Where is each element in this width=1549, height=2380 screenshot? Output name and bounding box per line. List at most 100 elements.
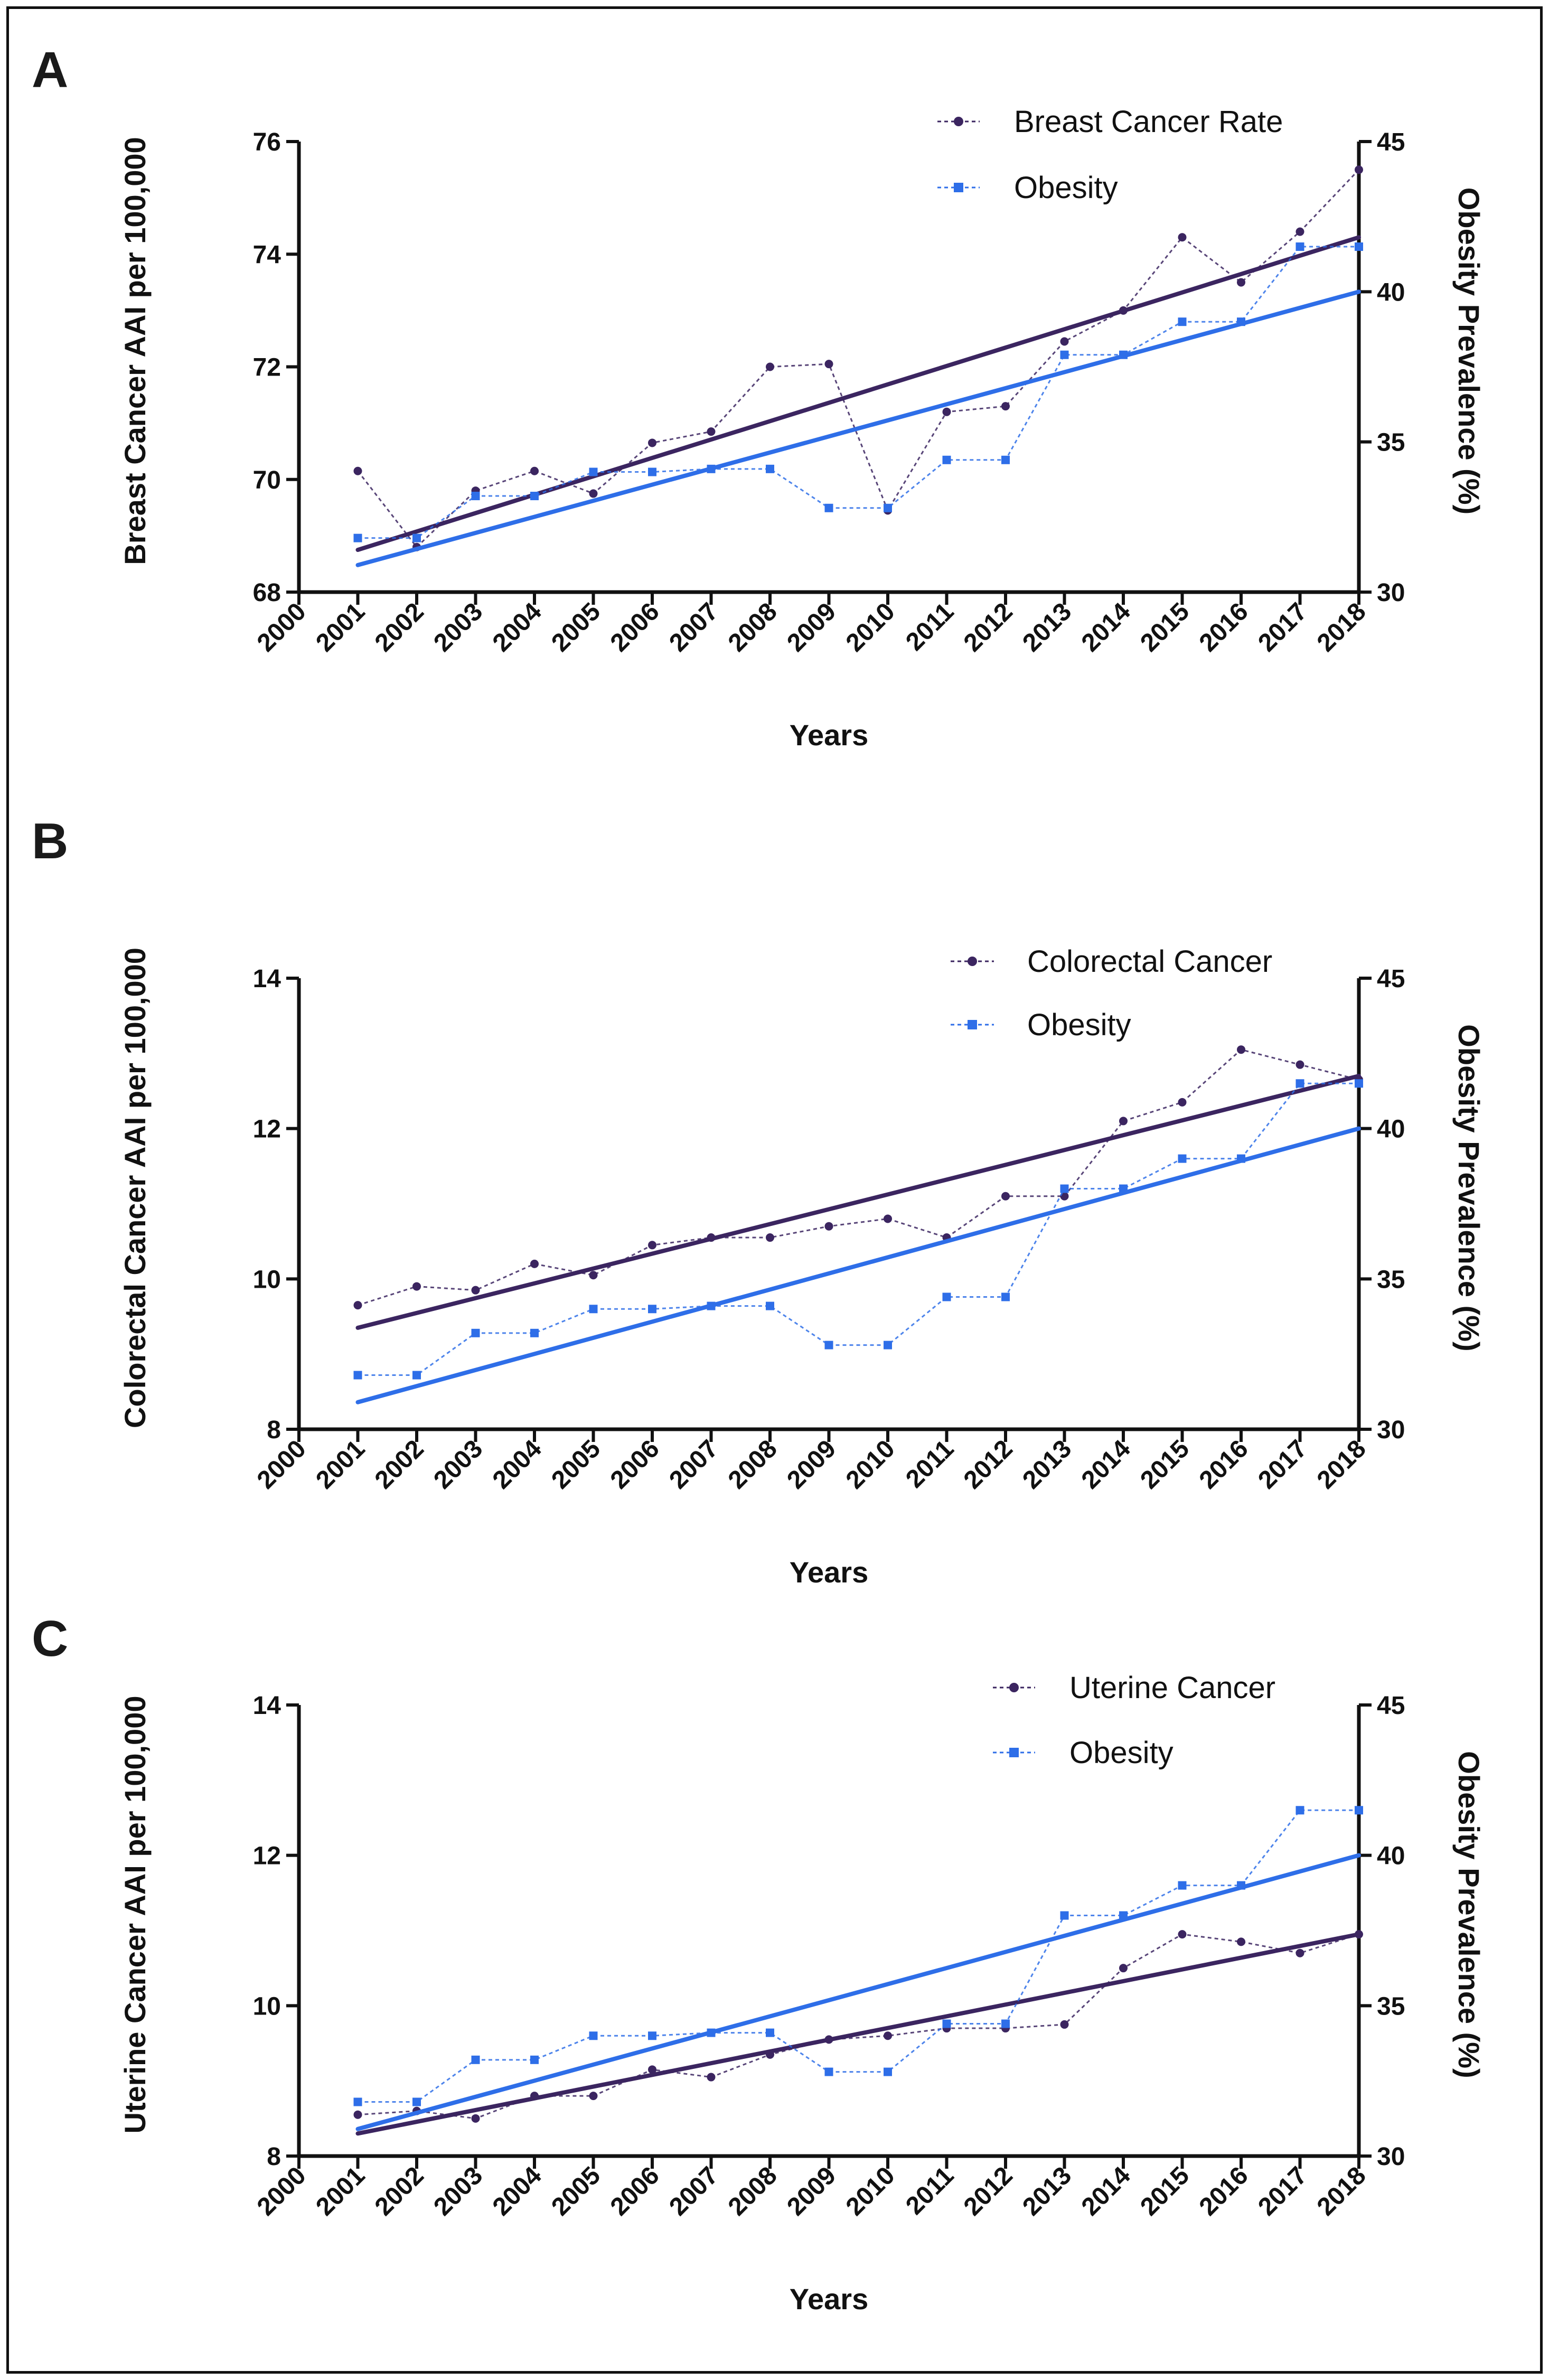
left-y-tick-label: 14	[253, 965, 281, 993]
chart-panel-c: C 8 10 12 14 30 35 40 45 200020012002200320042005…	[32, 1610, 1486, 2316]
data-point	[1355, 165, 1363, 174]
data-point	[707, 2073, 716, 2082]
panel-letter: C	[32, 1610, 68, 1667]
data-point	[471, 1328, 480, 1337]
data-point	[766, 464, 774, 473]
x-tick-label: 2014	[1076, 2161, 1136, 2221]
data-point	[589, 1305, 598, 1314]
trend-line	[355, 289, 1361, 567]
x-tick-label: 2008	[723, 1435, 783, 1494]
data-point	[648, 1241, 656, 1250]
data-point	[1295, 1060, 1304, 1069]
data-point	[1237, 1045, 1245, 1054]
legend-marker	[954, 183, 963, 192]
x-tick-label: 2002	[370, 1435, 429, 1494]
legend-entry: Obesity	[937, 171, 1118, 205]
x-tick-label: 2009	[782, 2161, 841, 2221]
data-point	[766, 2050, 774, 2059]
series-breast-cancer-rate	[353, 165, 1363, 552]
x-tick-label: 2011	[900, 1435, 959, 1493]
data-point	[884, 503, 892, 512]
series-colorectal-cancer	[353, 1045, 1363, 1330]
x-tick-label: 2006	[605, 597, 665, 657]
data-point	[1178, 317, 1187, 326]
left-y-tick-label: 70	[253, 466, 281, 494]
x-axis-title: Years	[790, 1556, 869, 1589]
x-tick-label: 2016	[1194, 1435, 1254, 1494]
data-point	[1178, 1930, 1187, 1939]
data-point	[1355, 1806, 1363, 1815]
x-tick-label: 2007	[664, 1435, 724, 1494]
x-axis-title: Years	[790, 2282, 869, 2316]
right-y-axis-title: Obesity Prevalence (%)	[1452, 1751, 1486, 2078]
data-point	[353, 2097, 362, 2106]
data-point	[1295, 242, 1304, 251]
data-point	[1355, 1079, 1363, 1088]
data-point	[1001, 455, 1010, 464]
legend-marker	[954, 117, 963, 126]
data-point	[1001, 2019, 1010, 2028]
data-point	[1237, 1881, 1245, 1890]
legend-entry: Colorectal Cancer	[951, 944, 1272, 979]
data-point	[1355, 242, 1363, 251]
data-point	[1237, 1154, 1245, 1163]
data-point	[1178, 1881, 1187, 1890]
data-point	[530, 492, 539, 501]
x-tick-label: 2003	[428, 1435, 488, 1494]
data-point	[1295, 227, 1304, 236]
legend-entry: Breast Cancer Rate	[937, 105, 1283, 139]
data-point	[589, 1271, 598, 1280]
data-point	[1119, 350, 1128, 359]
x-tick-label: 2014	[1076, 1435, 1136, 1494]
series-line	[358, 246, 1359, 539]
x-tick-label: 2018	[1312, 597, 1372, 657]
trend-line	[355, 1932, 1361, 2136]
data-point	[1237, 1937, 1245, 1946]
data-point	[942, 1292, 951, 1301]
left-y-tick-label: 74	[253, 241, 281, 269]
x-tick-label: 2004	[487, 1435, 547, 1494]
series-line	[358, 1048, 1359, 1306]
data-point	[884, 1214, 892, 1223]
data-point	[1060, 1184, 1069, 1193]
data-point	[530, 2092, 539, 2101]
x-tick-label: 2001	[311, 597, 370, 657]
left-y-tick-label: 68	[253, 579, 281, 607]
data-point	[707, 427, 716, 436]
data-point	[1178, 1154, 1187, 1163]
data-point	[530, 466, 539, 475]
left-y-tick-label: 12	[253, 1116, 281, 1144]
data-point	[648, 467, 656, 476]
legend-marker	[968, 957, 977, 966]
x-axis-title: Years	[790, 718, 869, 752]
right-y-tick-label: 30	[1377, 1416, 1405, 1444]
x-tick-label: 2000	[252, 2161, 312, 2221]
data-point	[1237, 278, 1245, 287]
series-line	[358, 1809, 1359, 2103]
x-tick-label: 2013	[1017, 1435, 1077, 1494]
series-obesity	[353, 1079, 1363, 1404]
left-y-tick-label: 10	[253, 1266, 281, 1294]
data-point	[412, 1371, 421, 1380]
data-point	[1060, 2020, 1069, 2029]
data-point	[471, 2114, 480, 2123]
data-point	[471, 492, 480, 501]
data-point	[412, 533, 421, 542]
data-point	[884, 1341, 892, 1350]
data-point	[1237, 317, 1245, 326]
data-point	[1178, 233, 1187, 242]
x-tick-label: 2008	[723, 2161, 783, 2221]
data-point	[589, 2031, 598, 2040]
x-tick-label: 2015	[1135, 2161, 1195, 2221]
data-point	[1060, 337, 1069, 346]
data-point	[648, 2065, 656, 2074]
data-point	[884, 2067, 892, 2076]
data-point	[1295, 1079, 1304, 1088]
legend-marker	[968, 1020, 977, 1029]
x-tick-label: 2014	[1076, 597, 1136, 657]
x-tick-label: 2000	[252, 1435, 312, 1494]
left-y-tick-label: 14	[253, 1692, 281, 1720]
legend-label: Obesity	[1069, 1736, 1174, 1770]
data-point	[824, 2035, 833, 2044]
data-point	[530, 1259, 539, 1268]
